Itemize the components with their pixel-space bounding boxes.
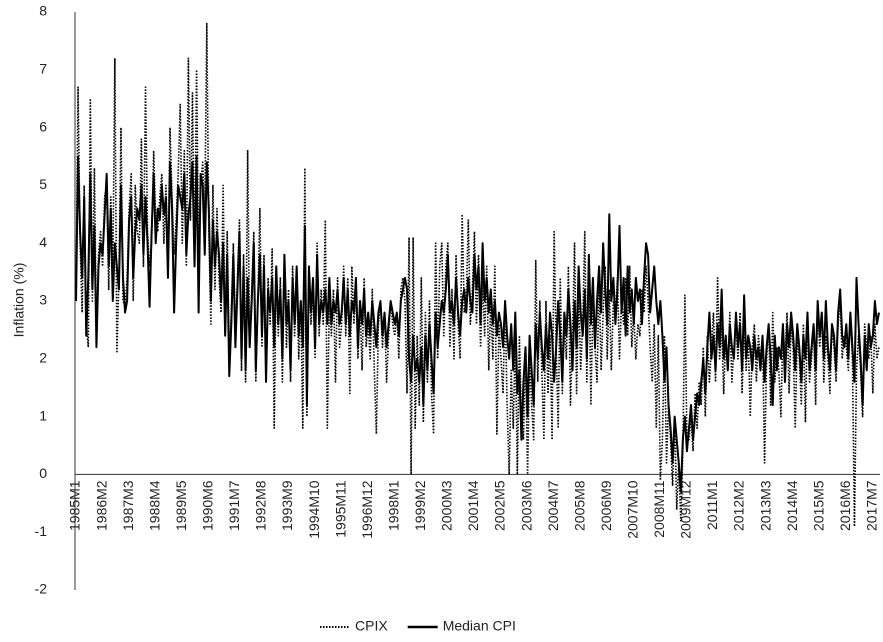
x-tick-label: 2011M1 [704,480,720,530]
y-tick-label: 8 [39,3,47,19]
x-tick-label: 1999M2 [412,480,428,531]
y-tick-label: 0 [39,465,47,481]
x-tick-label: 1987M3 [120,480,136,531]
x-tick-label: 2006M9 [598,480,614,531]
x-tick-label: 2001M4 [465,480,481,531]
x-tick-label: 2007M10 [625,480,641,539]
x-tick-label: 2016M6 [837,480,853,531]
y-tick-label: 5 [39,176,47,192]
y-tick-label: 2 [39,350,47,366]
x-tick-label: 2003M6 [518,480,534,531]
x-tick-label: 2000M3 [439,480,455,531]
x-tick-label: 2013M3 [757,480,773,531]
y-tick-label: -1 [35,523,48,539]
legend-label: Median CPI [443,618,516,634]
x-tick-label: 2017M7 [864,480,880,531]
y-tick-label: 4 [39,234,47,250]
x-tick-label: 2015M5 [810,480,826,531]
x-tick-label: 2002M5 [492,480,508,531]
y-tick-label: 1 [39,407,47,423]
series-line [75,155,880,493]
x-tick-label: 2005M8 [571,480,587,531]
y-tick-label: 7 [39,61,47,77]
x-tick-label: 1996M12 [359,480,375,539]
x-tick-label: 2012M2 [731,480,747,531]
x-tick-label: 1995M11 [332,480,348,538]
x-tick-label: 1989M5 [173,480,189,531]
x-tick-label: 2004M7 [545,480,561,531]
x-tick-label: 2008M11 [651,480,667,538]
y-axis-title: Inflation (%) [11,263,27,338]
x-tick-label: 2009M12 [678,480,694,539]
x-tick-label: 1991M7 [226,480,242,531]
y-tick-label: -2 [35,581,48,597]
legend-label: CPIX [355,618,388,634]
x-tick-label: 1992M8 [253,480,269,531]
x-tick-label: 1993M9 [279,480,295,531]
x-tick-label: 1994M10 [306,480,322,539]
x-tick-label: 2014M4 [784,480,800,531]
x-tick-label: 1988M4 [146,480,162,531]
y-tick-label: 6 [39,118,47,134]
x-tick-label: 1998M1 [385,480,401,531]
x-tick-label: 1990M6 [200,480,216,531]
y-tick-label: 3 [39,292,47,308]
x-tick-label: 1985M1 [67,480,83,531]
x-tick-label: 1986M2 [93,480,109,531]
